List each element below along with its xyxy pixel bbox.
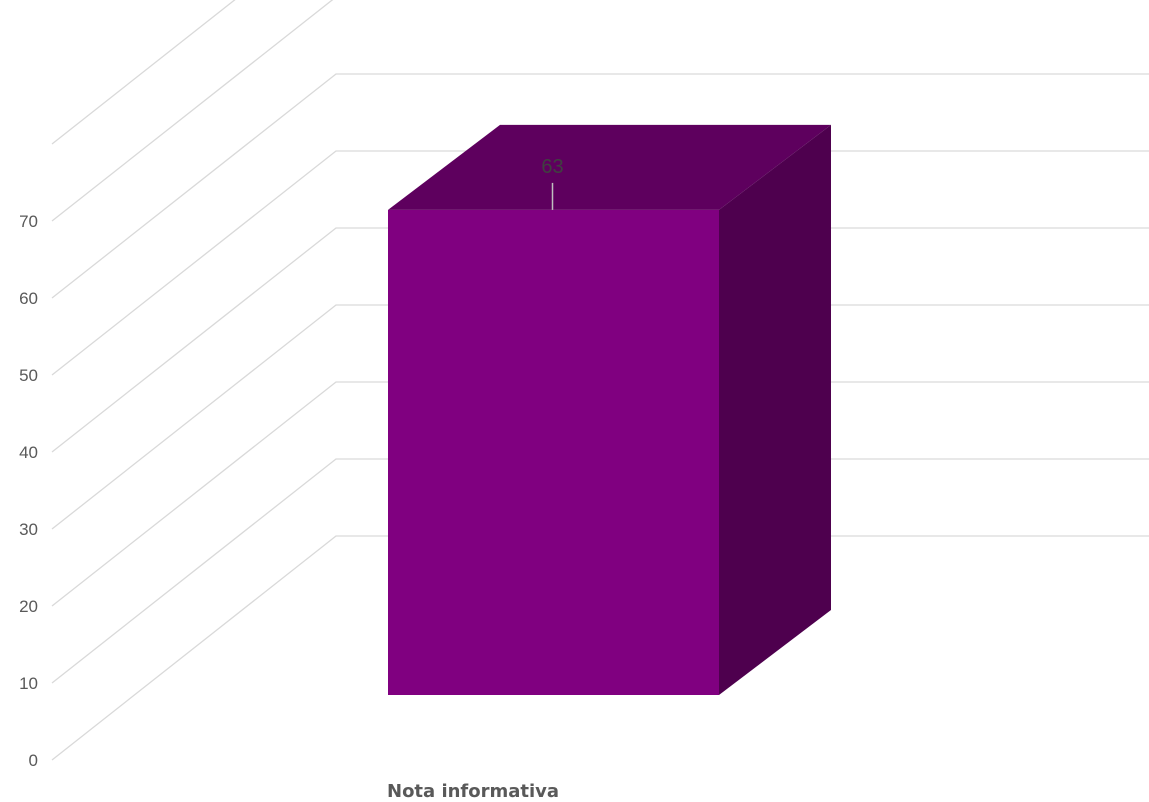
x-category-label: Nota informativa [387,781,559,802]
bar-top-face [388,124,831,210]
gridline [51,304,1149,530]
gridline [51,73,1149,299]
y-tick-label: 0 [29,751,38,770]
bar-front-face [388,209,719,695]
data-label: 63 [541,156,563,178]
y-tick-label: 30 [19,520,38,539]
y-axis-ticks: 0 10 20 30 40 50 60 70 [19,212,38,770]
gridline [51,0,236,145]
y-tick-label: 70 [19,212,38,231]
bars [388,124,831,695]
gridline [51,227,1149,453]
y-tick-label: 50 [19,366,38,385]
bar-side-face [719,124,831,695]
gridline [51,535,1149,761]
y-tick-label: 10 [19,674,38,693]
gridline [51,150,1149,376]
labels: 63 Nota informativa [387,156,564,802]
y-tick-label: 60 [19,289,38,308]
gridline [51,458,1149,684]
gridlines [51,0,1149,761]
y-tick-label: 20 [19,597,38,616]
gridline [51,0,334,222]
y-tick-label: 40 [19,443,38,462]
gridline [51,381,1149,607]
